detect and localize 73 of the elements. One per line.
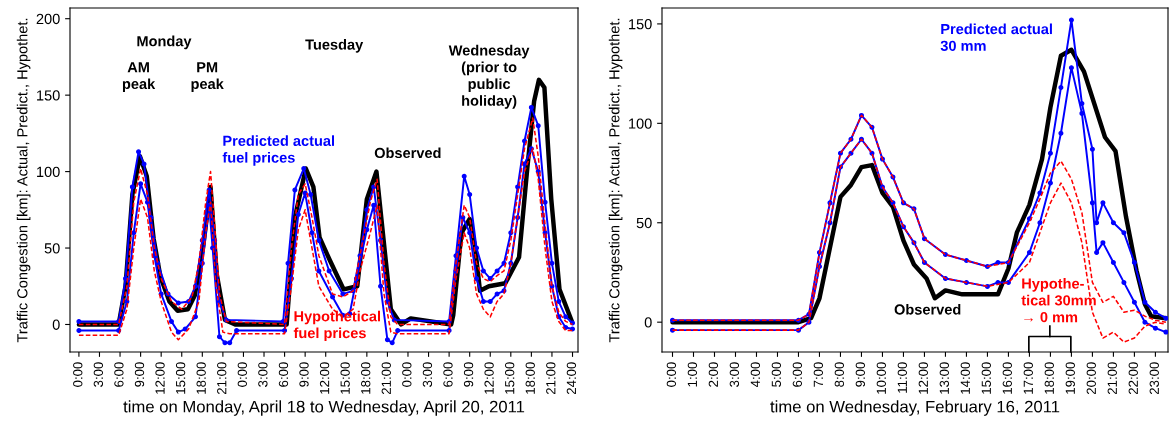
x-tick-label: 14:00 xyxy=(960,362,970,394)
x-tick-label: 6:00 xyxy=(278,362,289,387)
x-axis-title: time on Monday, April 18 to Wednesday, April 20, 2011 xyxy=(123,400,525,416)
x-tick-label: 21:00 xyxy=(217,362,227,395)
annotation: Monday xyxy=(137,35,192,50)
series-label: Hypothetical fuel prices xyxy=(293,310,380,342)
x-tick-label: 12:00 xyxy=(918,362,928,394)
annotation: AM peak xyxy=(122,62,156,92)
x-tick-label: 9:00 xyxy=(134,362,145,387)
x-tick-label: 2:00 xyxy=(708,362,719,387)
x-tick-label: 21:00 xyxy=(546,362,556,395)
text: Predicted actual fuel prices xyxy=(222,135,335,166)
y-tick-label: 100 xyxy=(629,118,652,129)
x-tick-label: 6:00 xyxy=(443,362,453,387)
series-label: Observed xyxy=(894,303,961,315)
series-label: Hypothe- tical 30mm → 0 mm xyxy=(1021,278,1096,323)
y-axis-title: Traffic Congestion [km]: Actual, Predict., Hypothet. xyxy=(608,18,623,343)
x-tick-label: 12:00 xyxy=(155,362,165,394)
x-tick-label: 3:00 xyxy=(422,362,433,387)
y-tick-label: 150 xyxy=(37,90,60,101)
x-tick-label: 22:00 xyxy=(1128,362,1138,395)
y-axis-title: Traffic Congestion [km]: Actual, Predict., Hypothet. xyxy=(16,18,31,343)
x-tick-label: 9:00 xyxy=(299,362,309,387)
x-tick-label: 4:00 xyxy=(750,362,761,388)
x-tick-label: 15:00 xyxy=(981,362,991,394)
x-tick-label: 11:00 xyxy=(897,362,907,393)
x-tick-label: 0:00 xyxy=(73,362,83,387)
x-axis-title: time on Wednesday, February 16, 2011 xyxy=(770,400,1060,416)
x-tick-label: 13:00 xyxy=(939,362,949,394)
x-tick-label: 20:00 xyxy=(1086,362,1096,395)
y-tick-label: 100 xyxy=(37,166,60,178)
x-tick-label: 19:00 xyxy=(1065,362,1075,394)
x-tick-label: 15:00 xyxy=(340,362,350,394)
x-tick-label: 15:00 xyxy=(505,362,515,394)
x-tick-label: 9:00 xyxy=(463,362,474,387)
y-tick-label: 0 xyxy=(644,317,652,328)
x-tick-label: 24:00 xyxy=(566,362,577,395)
x-tick-label: 3:00 xyxy=(258,362,268,387)
x-tick-label: 21:00 xyxy=(381,362,391,395)
x-tick-label: 3:00 xyxy=(93,362,104,387)
series-label: Observed xyxy=(374,147,441,159)
annotation: PM peak xyxy=(191,62,224,92)
series-label: Predicted actual 30 mm xyxy=(940,23,1052,51)
x-tick-label: 0:00 xyxy=(402,362,412,387)
x-tick-label: 18:00 xyxy=(1044,362,1054,394)
x-tick-label: 10:00 xyxy=(876,362,886,394)
y-tick-label: 150 xyxy=(629,19,652,30)
x-tick-label: 15:00 xyxy=(175,362,186,394)
x-tick-label: 6:00 xyxy=(114,362,124,387)
y-tick-label: 50 xyxy=(636,217,652,229)
x-tick-label: 12:00 xyxy=(319,362,330,394)
x-tick-label: 18:00 xyxy=(196,362,206,394)
x-tick-label: 21:00 xyxy=(1107,362,1117,395)
x-tick-label: 18:00 xyxy=(525,362,535,394)
x-tick-label: 17:00 xyxy=(1023,362,1033,394)
annotation: Wednesday (prior to public holiday) xyxy=(448,44,530,109)
y-tick-label: 0 xyxy=(52,319,60,330)
x-tick-label: 0:00 xyxy=(666,362,677,387)
x-tick-label: 0:00 xyxy=(237,362,247,387)
x-tick-label: 5:00 xyxy=(771,362,782,387)
y-tick-label: 50 xyxy=(44,243,60,254)
x-tick-label: 8:00 xyxy=(834,362,845,387)
x-tick-label: 9:00 xyxy=(855,362,865,387)
x-tick-label: 1:00 xyxy=(687,362,698,387)
x-tick-label: 18:00 xyxy=(361,362,371,394)
x-tick-label: 12:00 xyxy=(484,362,494,394)
y-tick-label: 200 xyxy=(36,13,60,25)
annotation: Tuesday xyxy=(305,39,364,53)
x-tick-label: 7:00 xyxy=(813,362,824,387)
x-tick-label: 16:00 xyxy=(1002,362,1012,394)
x-tick-label: 23:00 xyxy=(1149,362,1159,395)
x-tick-label: 6:00 xyxy=(792,362,803,387)
x-tick-label: 3:00 xyxy=(729,362,740,387)
